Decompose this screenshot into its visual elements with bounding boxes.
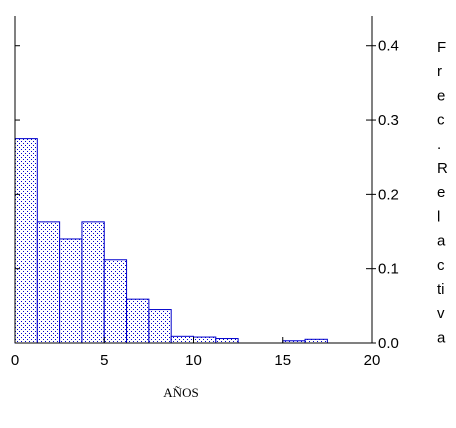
x-tick-label: 15 xyxy=(274,352,291,369)
y-axis-label-char: c xyxy=(437,257,445,274)
histogram-bar xyxy=(103,259,128,344)
x-tick-label: 10 xyxy=(185,352,202,369)
y-axis-label-char: l xyxy=(437,208,440,225)
histogram-bar xyxy=(193,336,217,344)
histogram-bar xyxy=(14,138,38,344)
y-axis-ticks: 0.0 0.1 0.2 0.3 0.4 xyxy=(15,38,399,352)
histogram-bars xyxy=(14,138,328,344)
histogram-bar xyxy=(148,309,172,344)
x-axis-ticks: 0 5 10 15 20 xyxy=(11,337,381,369)
histogram-bar xyxy=(59,238,83,344)
y-axis-label-char: . xyxy=(437,136,441,153)
y-axis-label-char: e xyxy=(437,184,445,201)
y-axis-label-char: a xyxy=(437,329,446,346)
y-axis-label-char: r xyxy=(437,63,442,80)
histogram-bar xyxy=(170,335,194,344)
x-tick-label: 5 xyxy=(100,352,108,369)
y-axis-label-char: v xyxy=(437,305,445,322)
y-tick-label: 0.1 xyxy=(378,261,399,278)
x-axis-label: AÑOS xyxy=(163,385,198,400)
histogram-bar xyxy=(304,338,328,344)
y-tick-label: 0.4 xyxy=(378,38,399,55)
x-tick-label: 20 xyxy=(364,352,381,369)
y-axis-label-char: ti xyxy=(437,281,445,298)
x-tick-label: 0 xyxy=(11,352,19,369)
y-axis-label-char: F xyxy=(437,39,446,56)
histogram-bar xyxy=(81,221,105,344)
y-axis-label-char: e xyxy=(437,87,445,104)
y-tick-label: 0.0 xyxy=(378,335,399,352)
y-tick-label: 0.3 xyxy=(378,112,399,129)
y-axis-label-char: a xyxy=(437,233,446,250)
histogram-bar xyxy=(36,221,61,344)
histogram-bar xyxy=(215,338,239,344)
y-tick-label: 0.2 xyxy=(378,186,399,203)
histogram-bar xyxy=(126,298,150,344)
y-axis-label-char: R xyxy=(437,160,448,177)
y-axis-label-char: c xyxy=(437,112,445,129)
